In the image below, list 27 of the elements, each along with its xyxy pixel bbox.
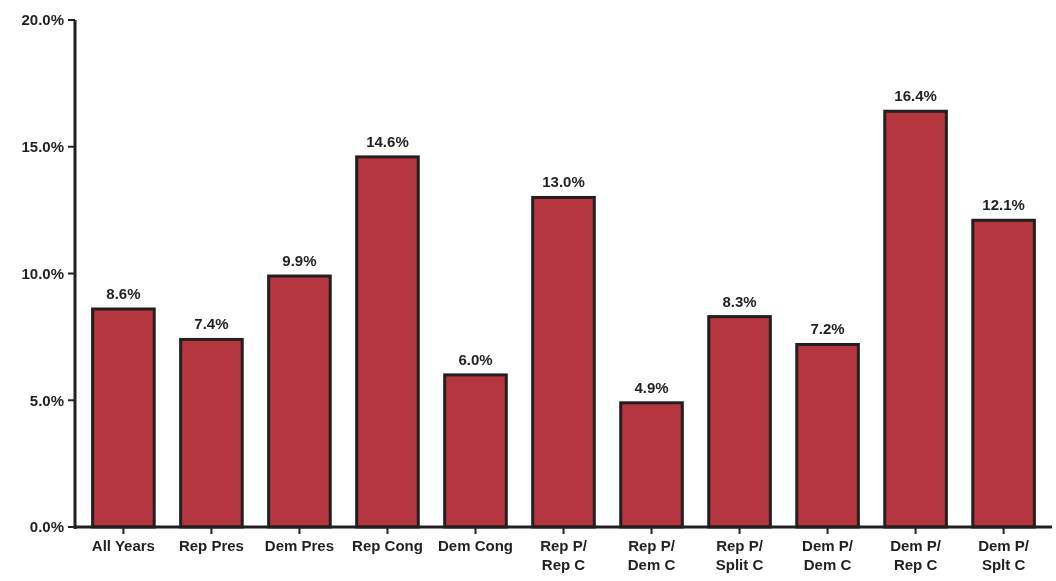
x-tick-label: Dem P/ Rep C (890, 537, 942, 573)
data-label: 8.6% (106, 284, 141, 302)
data-label: 8.3% (722, 292, 757, 310)
y-tick-label: 20.0% (21, 11, 64, 29)
data-label: 16.4% (894, 87, 937, 105)
x-tick-label: Rep P/ Dem C (627, 537, 676, 573)
data-label: 7.4% (194, 315, 229, 333)
data-label: 4.9% (634, 378, 669, 396)
y-tick-label: 5.0% (29, 391, 64, 409)
x-tick-label: Rep P/ Rep C (540, 537, 588, 573)
x-tick-label: Rep Pres (178, 537, 244, 554)
data-label: 12.1% (982, 196, 1025, 214)
x-tick-label: Rep P/ Split C (715, 537, 764, 573)
data-label: 14.6% (366, 132, 409, 150)
x-tick-label: All Years (91, 537, 155, 554)
data-label: 6.0% (458, 350, 493, 368)
data-label: 7.2% (810, 320, 845, 338)
y-tick-label: 15.0% (21, 138, 64, 155)
x-tick-label: Dem P/ Dem C (802, 537, 854, 573)
x-tick-label: Dem P/ Splt C (978, 537, 1030, 573)
y-tick-label: 0.0% (29, 518, 64, 536)
data-label: 9.9% (282, 252, 317, 270)
data-label: 13.0% (542, 173, 585, 191)
x-tick-label: Rep Cong (352, 537, 423, 554)
x-tick-label: Dem Pres (264, 537, 335, 554)
x-tick-label: Dem Cong (437, 537, 513, 554)
y-tick-label: 10.0% (21, 264, 64, 282)
